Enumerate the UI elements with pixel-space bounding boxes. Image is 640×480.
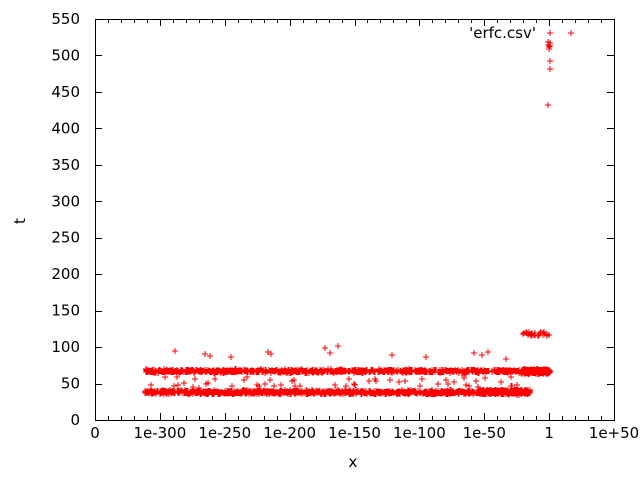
- y-axis-label: t: [11, 218, 29, 224]
- legend-label: 'erfc.csv': [469, 24, 536, 42]
- x-tick-label: 1e-200: [263, 424, 316, 442]
- data-points-plus-markers: [142, 30, 553, 398]
- y-tick-label: 150: [51, 302, 80, 320]
- y-tick-label: 450: [51, 83, 80, 101]
- y-tick-label: 300: [51, 192, 80, 210]
- x-tick-label: 1e-150: [328, 424, 381, 442]
- legend-plus-icon: [568, 30, 574, 36]
- x-tick-label: 1e-250: [198, 424, 251, 442]
- x-tick-label: 1e+50: [589, 424, 639, 442]
- y-tick-label: 0: [70, 411, 80, 429]
- y-tick-label: 250: [51, 229, 80, 247]
- y-tick-label: 100: [51, 338, 80, 356]
- y-tick-label: 550: [51, 10, 80, 28]
- y-tick-label: 200: [51, 265, 80, 283]
- y-tick-label: 350: [51, 156, 80, 174]
- axis-tick-marks: [95, 19, 615, 421]
- x-tick-label: 1e-300: [133, 424, 186, 442]
- y-axis-tick-labels: 0 50 100 150 200 250 300 350 400 450 500 550: [51, 10, 80, 429]
- y-tick-label: 500: [51, 46, 80, 64]
- x-tick-label: 0: [90, 424, 100, 442]
- y-tick-label: 50: [61, 375, 80, 393]
- x-tick-label: 1e-50: [463, 424, 506, 442]
- y-tick-label: 400: [51, 119, 80, 137]
- x-tick-label: 1: [544, 424, 554, 442]
- x-tick-label: 1e-100: [393, 424, 446, 442]
- x-axis-tick-labels: 0 1e-300 1e-250 1e-200 1e-150 1e-100 1e-50 1 1e+…: [90, 424, 639, 442]
- plot-border: [95, 19, 615, 421]
- x-axis-label: x: [349, 453, 358, 471]
